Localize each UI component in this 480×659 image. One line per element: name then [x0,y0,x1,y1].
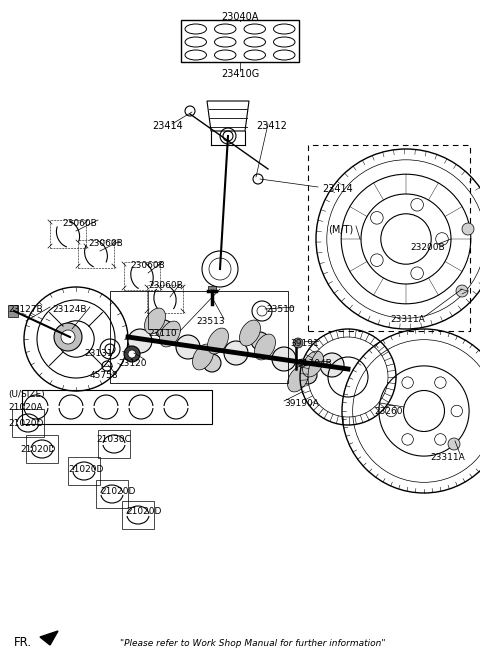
Circle shape [54,323,82,351]
Bar [110,291,288,383]
Circle shape [320,353,344,377]
Text: (U/SIZE): (U/SIZE) [8,391,45,399]
Text: 23124B: 23124B [52,306,86,314]
Text: 21020D: 21020D [8,418,43,428]
Circle shape [435,434,446,445]
Circle shape [456,285,468,297]
Bar [96,480,128,508]
Circle shape [128,350,136,358]
Bar [147,285,183,313]
Bar [8,305,18,317]
Circle shape [203,354,221,372]
Circle shape [128,329,152,353]
Circle shape [272,347,296,371]
Bar [124,262,160,290]
Bar [98,430,130,458]
Circle shape [251,332,269,350]
Bar [26,435,58,463]
Circle shape [293,338,303,348]
Text: 21020D: 21020D [100,486,135,496]
Bar [50,220,86,248]
Circle shape [436,233,448,245]
Bar [122,501,154,529]
Bar [22,390,212,424]
Circle shape [176,335,200,359]
Text: (M/T): (M/T) [328,224,353,234]
Text: 21020D: 21020D [20,445,55,453]
Text: 23040A: 23040A [221,12,259,22]
Circle shape [451,405,463,416]
Text: 23510: 23510 [266,306,295,314]
Ellipse shape [254,334,276,360]
Ellipse shape [288,366,309,392]
Bar [68,457,100,485]
Circle shape [411,267,423,279]
Ellipse shape [159,321,180,347]
Text: 23260: 23260 [374,407,403,416]
Circle shape [435,377,446,388]
Circle shape [448,438,460,450]
Text: 23060B: 23060B [130,260,165,270]
Text: 39190A: 39190A [284,399,319,407]
Circle shape [61,330,75,344]
Text: 23414: 23414 [153,121,183,131]
Text: 23120: 23120 [118,358,146,368]
Ellipse shape [192,344,214,370]
Circle shape [124,346,140,362]
Text: 21020D: 21020D [126,507,161,515]
Circle shape [224,341,248,365]
Circle shape [298,359,306,367]
Bar [12,409,44,437]
Text: 23513: 23513 [196,318,225,326]
Ellipse shape [240,320,261,346]
Ellipse shape [144,308,166,334]
Text: 23060B: 23060B [148,281,183,291]
Circle shape [299,366,317,384]
Text: 23110: 23110 [148,330,177,339]
Circle shape [385,405,397,416]
Bar [181,20,299,62]
Text: 23410G: 23410G [221,69,259,79]
Text: 21020A: 21020A [8,403,43,411]
Text: 23311A: 23311A [430,453,465,461]
Circle shape [371,212,383,224]
Text: 23412: 23412 [257,121,288,131]
Text: 21020D: 21020D [68,465,103,474]
Circle shape [462,223,474,235]
Text: 23060B: 23060B [62,219,97,227]
Text: 23200B: 23200B [410,243,444,252]
Text: 23311A: 23311A [390,314,425,324]
Text: 39191: 39191 [290,339,319,347]
Text: 23131: 23131 [84,349,113,357]
Bar [208,286,216,291]
Circle shape [402,434,413,445]
Ellipse shape [207,328,228,354]
Text: "Please refer to Work Shop Manual for further information": "Please refer to Work Shop Manual for fu… [120,639,385,648]
Text: 23127B: 23127B [8,306,43,314]
Text: 45758: 45758 [90,372,119,380]
Circle shape [155,320,173,338]
Circle shape [402,377,413,388]
Circle shape [411,198,423,211]
Text: 11304B: 11304B [298,358,333,368]
Polygon shape [40,631,58,645]
Bar [78,240,114,268]
Text: 23060B: 23060B [88,239,123,248]
Text: FR.: FR. [14,637,32,650]
Text: 21030C: 21030C [96,434,131,444]
Bar [308,145,470,331]
Ellipse shape [302,351,324,377]
Circle shape [371,254,383,266]
Text: 23414: 23414 [322,184,353,194]
